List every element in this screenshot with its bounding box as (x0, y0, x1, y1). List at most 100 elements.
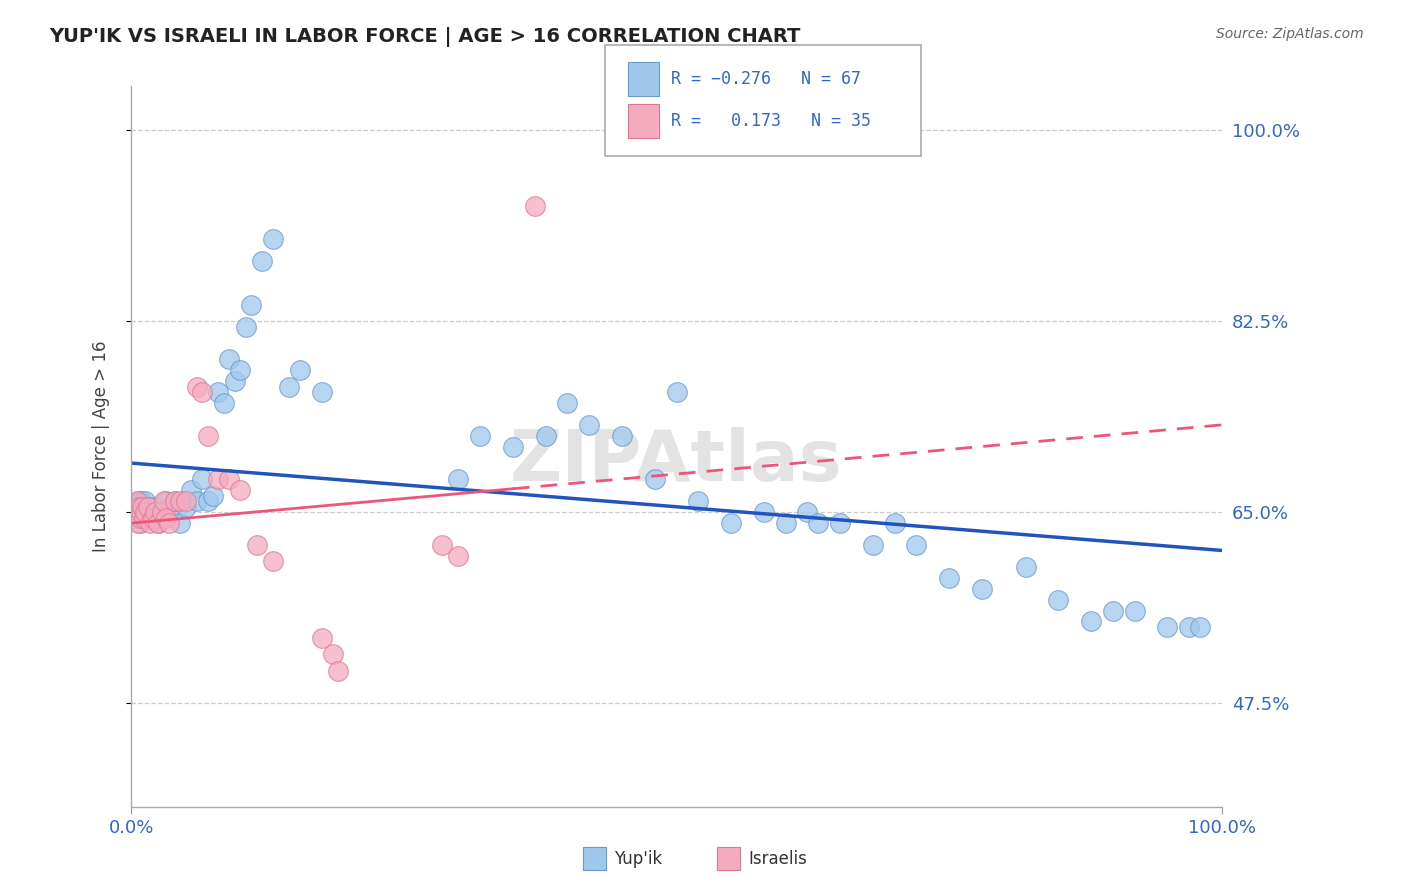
Point (157, 516, 180, 530)
Point (557, 396, 579, 410)
Point (128, 516, 150, 530)
Point (578, 417, 600, 432)
Point (447, 473, 470, 487)
Point (311, 385, 333, 400)
Point (136, 500, 159, 514)
Text: R =   0.173   N = 35: R = 0.173 N = 35 (671, 112, 870, 130)
Point (938, 571, 960, 585)
Point (143, 505, 166, 519)
Point (134, 510, 156, 524)
Point (830, 516, 852, 530)
Point (752, 505, 775, 519)
Point (174, 494, 197, 508)
Point (163, 494, 186, 508)
Point (1080, 615, 1102, 629)
Point (328, 664, 350, 678)
Point (1189, 620, 1212, 634)
Point (212, 396, 235, 410)
Point (430, 538, 453, 552)
Point (131, 505, 153, 519)
Point (150, 505, 173, 519)
Point (262, 554, 284, 568)
Point (311, 631, 333, 645)
Point (905, 538, 928, 552)
Point (153, 510, 176, 524)
Point (665, 385, 688, 400)
Point (224, 374, 246, 388)
Text: Source: ZipAtlas.com: Source: ZipAtlas.com (1216, 27, 1364, 41)
Text: YUP'IK VS ISRAELI IN LABOR FORCE | AGE > 16 CORRELATION CHART: YUP'IK VS ISRAELI IN LABOR FORCE | AGE >… (49, 27, 800, 46)
Point (142, 505, 165, 519)
Point (128, 510, 150, 524)
Point (523, 199, 546, 213)
Point (883, 516, 905, 530)
Point (1047, 592, 1070, 607)
Point (207, 385, 229, 400)
Point (174, 500, 197, 514)
Point (191, 385, 214, 400)
Point (246, 538, 269, 552)
Point (201, 489, 224, 503)
Point (447, 549, 470, 563)
Point (610, 429, 633, 443)
Point (502, 440, 524, 454)
Point (127, 516, 149, 530)
Point (128, 500, 150, 514)
Point (157, 505, 180, 519)
Point (534, 429, 557, 443)
Point (290, 363, 312, 377)
Point (125, 494, 148, 508)
Point (169, 494, 191, 508)
Point (470, 429, 492, 443)
Point (240, 298, 263, 312)
Text: ZIPAtlas: ZIPAtlas (510, 426, 842, 496)
Point (155, 510, 177, 524)
Point (322, 647, 344, 661)
Point (1123, 603, 1146, 617)
Point (155, 494, 177, 508)
Point (191, 473, 214, 487)
Point (278, 379, 301, 393)
Point (1101, 603, 1123, 617)
Y-axis label: In Labor Force | Age > 16: In Labor Force | Age > 16 (93, 341, 110, 552)
Point (796, 505, 818, 519)
Point (129, 505, 152, 519)
Text: R = −0.276   N = 67: R = −0.276 N = 67 (671, 70, 860, 88)
Point (688, 494, 710, 508)
Point (207, 473, 229, 487)
Point (125, 505, 148, 519)
Point (186, 379, 208, 393)
Point (128, 494, 150, 508)
Text: Israelis: Israelis (748, 849, 807, 868)
Point (131, 500, 153, 514)
Point (153, 494, 176, 508)
Point (134, 505, 156, 519)
Point (218, 352, 240, 367)
Point (262, 232, 284, 246)
Point (142, 510, 165, 524)
Point (138, 500, 160, 514)
Point (1014, 559, 1036, 574)
Point (169, 516, 191, 530)
Point (1156, 620, 1178, 634)
Point (124, 505, 146, 519)
Point (139, 510, 162, 524)
Point (720, 516, 742, 530)
Point (136, 505, 159, 519)
Point (970, 582, 993, 596)
Point (138, 516, 160, 530)
Point (197, 494, 219, 508)
Point (807, 516, 830, 530)
Point (218, 473, 240, 487)
Point (229, 483, 252, 498)
Point (132, 510, 155, 524)
Point (134, 494, 156, 508)
Point (775, 516, 797, 530)
Point (143, 500, 166, 514)
Point (180, 483, 202, 498)
Point (250, 254, 273, 268)
Point (148, 516, 170, 530)
Point (235, 319, 257, 334)
Point (644, 473, 666, 487)
Point (197, 429, 219, 443)
